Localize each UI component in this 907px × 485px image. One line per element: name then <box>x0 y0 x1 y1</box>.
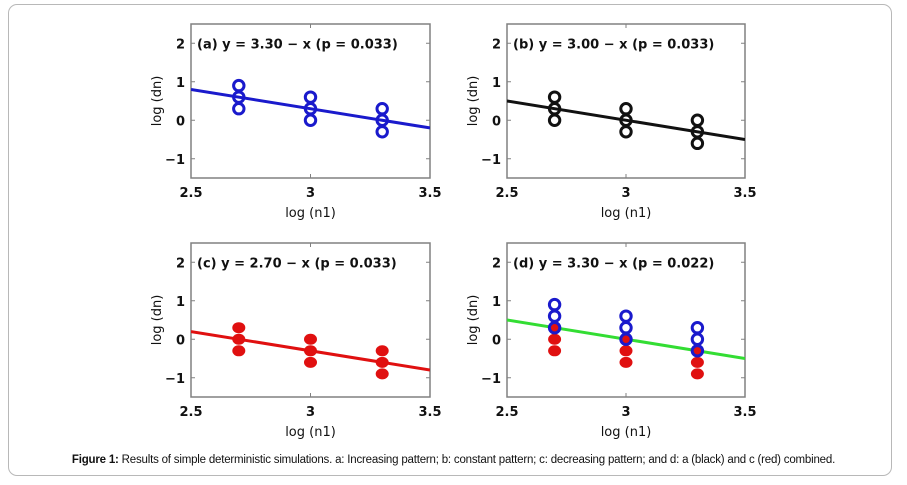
panel-title: (b) y = 3.00 − x (p = 0.033) <box>513 37 714 52</box>
y-axis-label: log (dn) <box>466 295 481 346</box>
series-increasing-a- <box>547 297 705 358</box>
y-tick-label: −1 <box>481 372 501 387</box>
x-tick-label: 3 <box>306 405 315 420</box>
series-constant <box>547 90 705 151</box>
data-point <box>232 345 246 357</box>
y-axis-label: log (dn) <box>150 295 165 346</box>
x-tick-label: 2.5 <box>179 405 202 420</box>
series-increasing <box>232 78 389 139</box>
y-tick-label: 0 <box>492 114 501 129</box>
plot-area <box>507 297 745 380</box>
y-tick-label: 0 <box>176 333 185 348</box>
x-tick-label: 3.5 <box>418 186 441 201</box>
caption-text: Results of simple deterministic simulati… <box>118 454 836 466</box>
plot-area <box>191 322 430 380</box>
fit-line <box>191 87 430 130</box>
x-tick-label: 2.5 <box>179 186 202 201</box>
data-point <box>619 345 633 357</box>
plot-box <box>190 242 431 398</box>
data-point <box>375 125 389 139</box>
data-point <box>547 113 562 127</box>
data-point <box>232 333 246 345</box>
panel-a: 2 1 0 −1 2.5 3 3.5 log (n1) log (dn) (a) y = 3.30… <box>150 23 442 221</box>
y-tick-label: 1 <box>492 76 501 91</box>
y-tick-label: 0 <box>176 114 185 129</box>
panel-title: (d) y = 3.30 − x (p = 0.022) <box>513 256 714 271</box>
data-point <box>619 125 633 139</box>
y-tick-label: −1 <box>165 372 185 387</box>
data-point <box>304 345 317 357</box>
data-point <box>690 356 704 368</box>
data-point <box>690 368 704 380</box>
data-point <box>232 322 246 334</box>
y-tick-label: −1 <box>481 153 501 168</box>
plot-area <box>191 78 430 139</box>
x-tick-label: 2.5 <box>495 186 518 201</box>
x-tick-label: 3 <box>621 186 630 201</box>
x-tick-label: 2.5 <box>495 405 518 420</box>
data-point <box>232 102 246 116</box>
panel-b: 2 1 0 −1 2.5 3 3.5 log (n1) log (dn) (b) y = 3.00… <box>466 23 757 221</box>
x-axis-label: log (n1) <box>285 425 336 440</box>
data-point <box>548 345 562 357</box>
data-point <box>690 136 705 151</box>
x-tick-label: 3.5 <box>733 186 756 201</box>
data-point <box>619 332 633 346</box>
x-tick-label: 3.5 <box>733 405 756 420</box>
fit-line <box>507 99 745 141</box>
caption-label: Figure 1: <box>71 454 119 466</box>
y-tick-label: 0 <box>492 333 501 348</box>
x-tick-label: 3.5 <box>418 405 441 420</box>
y-tick-label: 2 <box>176 37 185 52</box>
plot-area <box>507 90 745 151</box>
data-point <box>303 113 318 127</box>
x-axis-label: log (n1) <box>601 206 652 221</box>
x-tick-label: 3 <box>621 405 630 420</box>
y-tick-label: −1 <box>165 153 185 168</box>
data-point <box>375 345 389 357</box>
y-tick-label: 1 <box>176 295 185 310</box>
data-point <box>375 356 389 368</box>
data-point <box>304 356 317 368</box>
panel-title: (a) y = 3.30 − x (p = 0.033) <box>197 37 398 52</box>
panel-d: 2 1 0 −1 2.5 3 3.5 log (n1) log (dn) (d) y = 3.30… <box>466 242 757 440</box>
data-point <box>547 321 562 335</box>
data-point <box>690 344 705 358</box>
y-axis-label: log (dn) <box>150 76 165 127</box>
y-axis-label: log (dn) <box>466 76 481 127</box>
figure-caption: Figure 1: Results of simple deterministi… <box>0 454 907 466</box>
y-tick-label: 2 <box>492 37 501 52</box>
data-point <box>375 368 389 380</box>
x-axis-label: log (n1) <box>285 206 336 221</box>
panel-title: (c) y = 2.70 − x (p = 0.033) <box>197 256 397 271</box>
x-axis-label: log (n1) <box>601 425 652 440</box>
data-point <box>304 333 317 345</box>
data-point <box>548 333 562 345</box>
y-tick-label: 1 <box>176 76 185 91</box>
series-decreasing <box>232 322 389 380</box>
x-tick-label: 3 <box>306 186 315 201</box>
y-tick-label: 2 <box>176 256 185 271</box>
y-tick-label: 2 <box>492 256 501 271</box>
y-tick-label: 1 <box>492 295 501 310</box>
data-point <box>619 356 633 368</box>
panel-c: 2 1 0 −1 2.5 3 3.5 log (n1) log (dn) (c) y = 2.70… <box>150 242 442 440</box>
